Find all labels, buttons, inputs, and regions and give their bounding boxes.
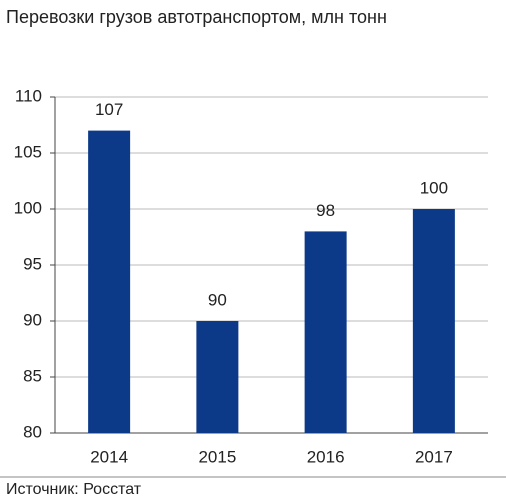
y-tick-label: 110 <box>15 86 42 105</box>
bar <box>412 209 455 433</box>
bar <box>304 231 347 433</box>
y-tick-label: 100 <box>14 198 42 217</box>
x-tick-label: 2016 <box>307 447 345 466</box>
x-tick-label: 2014 <box>90 447 128 466</box>
x-tick-label: 2015 <box>198 447 236 466</box>
data-label: 107 <box>95 100 123 119</box>
data-label: 100 <box>420 178 448 197</box>
y-tick-label: 105 <box>14 142 42 161</box>
bar <box>196 321 239 433</box>
y-tick-label: 85 <box>23 366 42 385</box>
y-tick-label: 80 <box>23 422 42 441</box>
source: Источник: Росстат <box>6 481 142 498</box>
chart-title: Перевозки грузов автотранспортом, млн то… <box>6 7 387 27</box>
data-label: 90 <box>208 290 227 309</box>
x-tick-label: 2017 <box>415 447 453 466</box>
y-tick-label: 95 <box>23 254 42 273</box>
bar <box>88 130 131 433</box>
data-label: 98 <box>316 201 335 220</box>
y-tick-label: 90 <box>23 310 42 329</box>
